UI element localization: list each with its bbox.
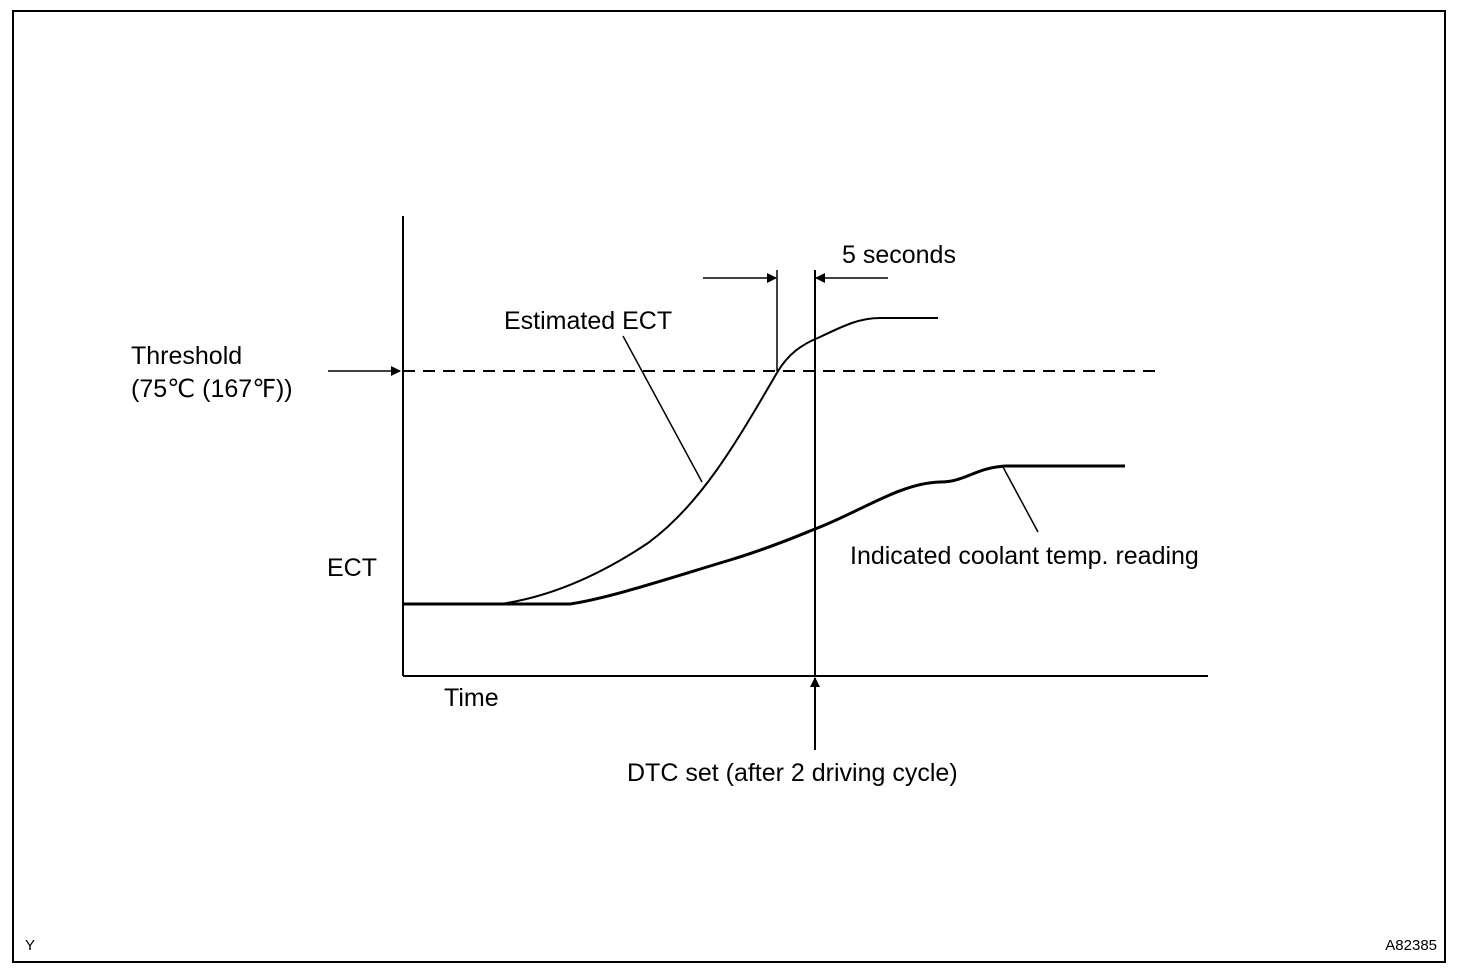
dtc-set-label: DTC set (after 2 driving cycle) xyxy=(627,759,958,787)
indicated-temp-label: Indicated coolant temp. reading xyxy=(850,542,1199,570)
threshold-title: Threshold xyxy=(131,342,242,370)
corner-left-mark: Y xyxy=(25,937,35,954)
estimated-ect-label: Estimated ECT xyxy=(504,307,672,335)
y-axis-label: ECT xyxy=(327,554,377,582)
interval-label: 5 seconds xyxy=(842,241,956,269)
diagram-frame xyxy=(12,10,1446,963)
threshold-value: (75℃ (167℉)) xyxy=(131,375,293,403)
estimated-ect-curve xyxy=(403,317,938,605)
figure-id: A82385 xyxy=(1385,937,1437,954)
indicated-temp-curve xyxy=(403,464,1125,606)
x-axis-label: Time xyxy=(444,684,499,712)
estimated-ect-leader xyxy=(622,335,703,483)
indicated-temp-leader xyxy=(1002,466,1039,533)
